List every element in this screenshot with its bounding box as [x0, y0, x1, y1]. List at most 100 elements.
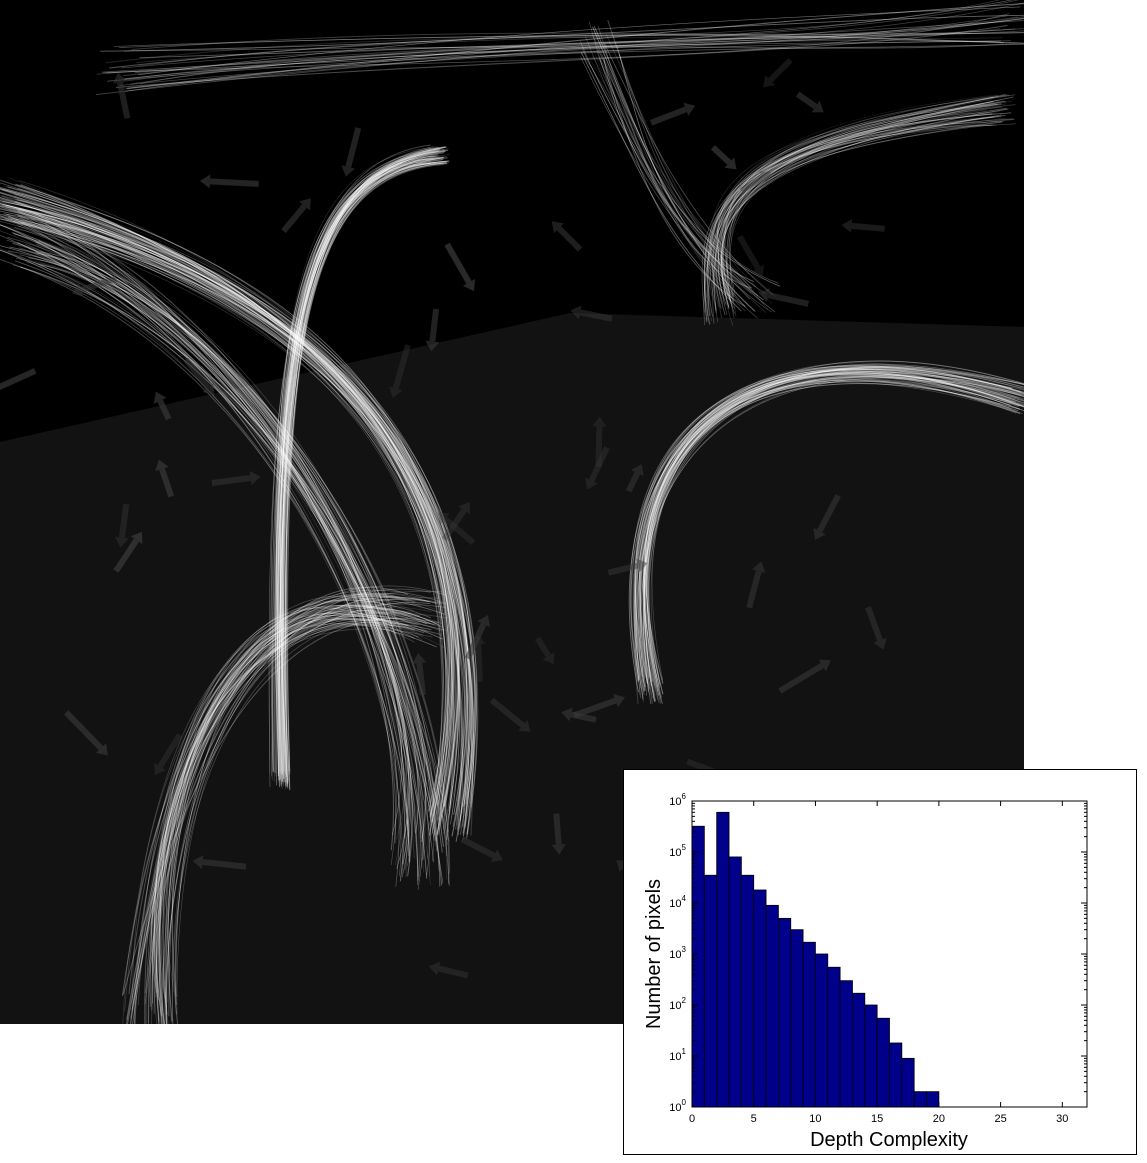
- streamline: [712, 124, 993, 324]
- streamline: [137, 599, 445, 1006]
- arrow-glyph: [428, 961, 469, 979]
- streamline: [709, 103, 996, 302]
- streamline: [284, 146, 434, 772]
- streamline: [717, 115, 1006, 301]
- streamline: [646, 370, 1024, 689]
- arrow-glyph: [153, 391, 172, 421]
- streamline: [18, 211, 420, 877]
- streamline: [0, 188, 453, 807]
- arrow-glyph: [778, 659, 831, 694]
- streamline: [147, 610, 428, 1024]
- streamline: [36, 244, 402, 836]
- streamline: [722, 96, 994, 314]
- streamline: [282, 157, 443, 779]
- streamline: [0, 215, 455, 808]
- streamline: [0, 202, 447, 836]
- streamline: [646, 367, 1022, 696]
- histogram-bar: [716, 811, 730, 1108]
- arrow-glyph: [437, 512, 476, 545]
- y-tick-label-0: 100: [669, 1098, 686, 1114]
- streamline: [278, 149, 448, 776]
- streamline: [280, 164, 445, 782]
- streamline: [643, 375, 1011, 705]
- streamline: [276, 161, 447, 787]
- arrow-glyph: [441, 501, 470, 541]
- streamline: [635, 368, 1020, 689]
- streamline: [165, 593, 400, 1024]
- streamline: [603, 59, 746, 307]
- streamline: [159, 605, 397, 1024]
- streamline: [124, 613, 423, 1012]
- streamline: [277, 154, 434, 775]
- streamline: [642, 369, 1024, 681]
- streamline: [708, 100, 1004, 297]
- streamline: [11, 232, 419, 881]
- streamline: [2, 214, 397, 866]
- streamline: [132, 613, 423, 1010]
- streamline: [281, 160, 449, 783]
- streamline: [717, 114, 1003, 305]
- arrow-glyph: [154, 733, 183, 775]
- streamline: [646, 379, 1024, 692]
- streamline: [160, 606, 421, 1024]
- streamline: [1, 195, 473, 817]
- streamline: [0, 210, 454, 840]
- arrow-glyph: [211, 471, 261, 486]
- streamline: [276, 163, 444, 784]
- arrow-glyph: [746, 561, 766, 609]
- streamline: [4, 218, 461, 808]
- streamline: [39, 265, 404, 866]
- streamline: [281, 159, 436, 782]
- streamline: [619, 54, 764, 301]
- arrow-glyph: [412, 653, 427, 696]
- streamline: [160, 618, 415, 1008]
- streamline: [0, 201, 473, 836]
- streamline: [273, 162, 445, 773]
- streamline: [0, 245, 435, 841]
- streamline: [629, 368, 1024, 683]
- streamline: [720, 108, 1009, 302]
- streamline: [600, 58, 766, 313]
- arrow-glyph: [535, 636, 555, 665]
- streamline: [643, 376, 1024, 704]
- streamline: [0, 200, 470, 835]
- streamline: [17, 187, 468, 828]
- streamline: [647, 377, 1024, 688]
- streamline: [287, 158, 433, 790]
- streamline: [144, 590, 444, 1004]
- arrow-glyph: [0, 368, 37, 393]
- streamline: [0, 218, 460, 818]
- streamline: [18, 209, 470, 805]
- streamline: [0, 203, 467, 821]
- streamline: [642, 372, 1024, 692]
- streamline: [272, 157, 448, 772]
- streamline: [121, 18, 1024, 69]
- streamline: [17, 242, 419, 833]
- streamline: [716, 101, 994, 297]
- streamline: [634, 365, 1024, 684]
- streamline: [597, 49, 752, 289]
- arrow-glyph: [573, 693, 625, 719]
- streamline: [39, 251, 408, 831]
- streamline: [14, 194, 448, 803]
- histogram-bar: [691, 825, 705, 1108]
- arrow-glyph: [865, 606, 887, 650]
- streamline: [6, 239, 438, 852]
- streamline: [703, 106, 1002, 326]
- streamline: [636, 378, 1024, 699]
- streamline: [278, 157, 444, 781]
- streamline: [648, 380, 1024, 701]
- arrow-glyph: [551, 221, 583, 252]
- streamline: [103, 13, 1010, 74]
- streamline: [701, 99, 1000, 313]
- streamline: [13, 196, 478, 838]
- arrow-glyph: [592, 416, 607, 467]
- streamline: [13, 218, 423, 869]
- streamline: [0, 216, 456, 807]
- streamline: [607, 20, 752, 289]
- streamline: [153, 624, 441, 1001]
- streamline: [0, 203, 443, 826]
- streamline: [276, 147, 431, 790]
- histogram-bar: [839, 980, 853, 1108]
- streamline: [281, 148, 448, 772]
